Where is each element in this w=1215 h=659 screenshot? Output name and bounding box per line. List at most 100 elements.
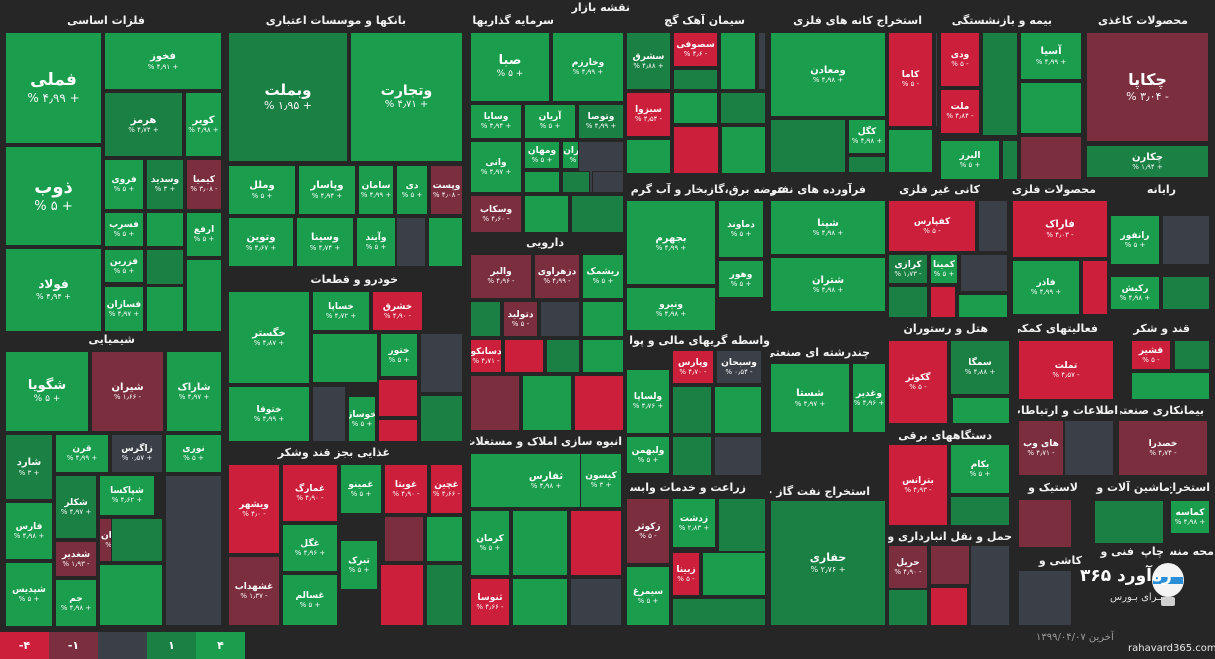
stock-tile[interactable]: شیران% ۱٫۶۶ - [91, 351, 164, 432]
stock-tile[interactable] [718, 498, 766, 552]
stock-tile[interactable]: وتوصا% ۴٫۹۹ + [578, 104, 624, 139]
stock-tile[interactable]: ختور% ۵ + [380, 333, 418, 377]
stock-tile[interactable]: وسایا% ۴٫۹۴ + [470, 104, 522, 139]
stock-tile[interactable]: وبملت% ۱٫۹۵ + [228, 32, 348, 162]
stock-tile[interactable] [1082, 260, 1108, 315]
stock-tile[interactable] [522, 375, 572, 431]
stock-tile[interactable] [758, 32, 766, 90]
stock-tile[interactable]: فخوز% ۴٫۹۱ + [104, 32, 222, 90]
stock-tile[interactable] [1018, 570, 1072, 626]
stock-tile[interactable] [982, 32, 1018, 136]
stock-tile[interactable]: کویر% ۴٫۹۸ + [185, 92, 222, 157]
stock-tile[interactable] [1020, 82, 1082, 134]
stock-tile[interactable]: ملت% ۴٫۸۴ - [940, 89, 980, 134]
stock-tile[interactable]: فسازان% ۴٫۹۷ + [104, 286, 144, 332]
stock-tile[interactable]: های وب% ۴٫۷۱ - [1018, 420, 1064, 476]
stock-tile[interactable] [1131, 372, 1210, 400]
stock-tile[interactable]: شپاکسا% ۴٫۶۲ + [99, 475, 155, 516]
stock-tile[interactable]: حفاری% ۲٫۷۶ + [770, 500, 886, 626]
stock-tile[interactable]: شکلر% ۴٫۹۷ + [55, 475, 97, 539]
stock-tile[interactable]: غشهداب% ۱٫۳۷ - [228, 556, 280, 626]
stock-tile[interactable]: ثنوسا% ۴٫۶۶ - [470, 578, 510, 626]
stock-tile[interactable]: سامان% ۴٫۹۹ + [358, 165, 394, 215]
stock-tile[interactable] [146, 286, 184, 332]
stock-tile[interactable]: دتولید% ۵ - [503, 301, 538, 337]
stock-tile[interactable]: خگستر% ۴٫۸۷ + [228, 291, 310, 384]
stock-tile[interactable]: وپارس% ۴٫۷۰ - [672, 350, 714, 384]
stock-tile[interactable]: بترانس% ۴٫۹۳ - [888, 444, 948, 526]
stock-tile[interactable]: شگویا% ۵ + [5, 351, 89, 432]
stock-tile[interactable]: ونیرو% ۴٫۹۸ + [626, 287, 716, 331]
stock-tile[interactable] [384, 516, 424, 562]
stock-tile[interactable] [540, 301, 580, 337]
stock-tile[interactable] [930, 587, 968, 626]
stock-tile[interactable] [1162, 276, 1210, 310]
stock-tile[interactable]: چکارن% ۱٫۹۴ + [1086, 145, 1209, 178]
stock-tile[interactable]: دی% ۵ + [396, 165, 428, 215]
stock-tile[interactable]: فروی% ۵ + [104, 159, 144, 210]
stock-tile[interactable]: وسکاب% ۴٫۶۰ - [470, 195, 522, 233]
stock-tile[interactable]: ودی% ۵ - [940, 32, 980, 87]
stock-tile[interactable] [524, 195, 569, 233]
stock-tile[interactable] [146, 249, 184, 285]
stock-tile[interactable]: وتجارت% ۴٫۷۱ + [350, 32, 463, 162]
stock-tile[interactable]: شستا% ۴٫۹۷ + [770, 363, 850, 433]
stock-tile[interactable] [848, 156, 886, 173]
stock-tile[interactable] [378, 419, 418, 442]
stock-tile[interactable]: ختوقا% ۴٫۹۹ + [228, 386, 310, 442]
stock-tile[interactable]: ریشمک% ۵ + [582, 254, 624, 299]
stock-tile[interactable] [562, 171, 590, 193]
stock-tile[interactable]: فزرین% ۵ + [104, 249, 144, 283]
stock-tile[interactable]: وسینا% ۴٫۷۴ + [296, 217, 354, 267]
stock-tile[interactable] [546, 339, 580, 373]
stock-tile[interactable]: چکاپا% ۳٫۰۴ - [1086, 32, 1209, 142]
stock-tile[interactable]: سشرق% ۴٫۸۸ + [626, 32, 671, 90]
stock-tile[interactable]: وسبحان% ۰٫۵۴ - [716, 350, 762, 384]
stock-tile[interactable]: کرازی% ۱٫۷۳ - [888, 254, 928, 284]
stock-tile[interactable]: قرن% ۴٫۹۹ + [55, 434, 109, 473]
stock-tile[interactable] [720, 32, 756, 90]
stock-tile[interactable] [672, 436, 712, 476]
stock-tile[interactable] [512, 578, 568, 626]
stock-tile[interactable] [930, 286, 956, 318]
stock-tile[interactable] [673, 69, 718, 90]
stock-tile[interactable]: رانفور% ۵ + [1110, 215, 1160, 265]
stock-tile[interactable] [978, 200, 1008, 252]
stock-tile[interactable]: وانی% ۴٫۹۷ + [470, 141, 522, 193]
stock-tile[interactable] [396, 217, 426, 267]
stock-tile[interactable] [512, 510, 568, 576]
stock-tile[interactable]: کیمیا% ۳٫۰۸ - [186, 159, 222, 210]
stock-tile[interactable]: زاگرس% ۰٫۵۷ + [111, 434, 163, 473]
stock-tile[interactable]: نوری% ۵ + [165, 434, 222, 473]
stock-tile[interactable]: کیسون% ۳ + [580, 453, 622, 508]
stock-tile[interactable] [570, 510, 622, 576]
stock-tile[interactable]: حریل% ۴٫۹۰ - [888, 545, 928, 589]
stock-tile[interactable] [426, 516, 463, 562]
stock-tile[interactable]: فملی% ۴٫۹۹ + [5, 32, 102, 144]
stock-tile[interactable]: آریان% ۵ + [524, 104, 576, 139]
stock-tile[interactable] [1174, 340, 1210, 370]
stock-tile[interactable] [312, 386, 346, 442]
stock-tile[interactable]: ومعادن% ۴٫۹۸ + [770, 32, 886, 117]
stock-tile[interactable] [186, 259, 222, 332]
stock-tile[interactable] [111, 518, 163, 562]
stock-tile[interactable] [592, 171, 624, 193]
stock-tile[interactable]: وخارزم% ۴٫۹۹ + [552, 32, 624, 102]
stock-tile[interactable] [1002, 140, 1018, 180]
stock-tile[interactable]: ارفع% ۵ + [186, 212, 222, 257]
stock-tile[interactable]: قشیر% ۵ - [1131, 340, 1171, 370]
stock-tile[interactable] [99, 564, 163, 626]
stock-tile[interactable]: فاراک% ۴٫۰۳ - [1012, 200, 1108, 258]
stock-tile[interactable]: غویتا% ۴٫۹۰ - [384, 464, 428, 514]
stock-tile[interactable]: شغدیر% ۱٫۹۳ - [55, 541, 97, 577]
stock-tile[interactable] [770, 119, 846, 173]
stock-tile[interactable] [380, 564, 424, 626]
stock-tile[interactable] [582, 339, 624, 373]
stock-tile[interactable] [378, 379, 418, 417]
stock-tile[interactable] [673, 126, 719, 174]
stock-tile[interactable]: تملت% ۴٫۵۷ - [1018, 340, 1114, 400]
stock-tile[interactable]: وهور% ۵ + [718, 260, 764, 298]
stock-tile[interactable] [165, 475, 222, 626]
stock-tile[interactable] [720, 92, 766, 124]
stock-tile[interactable]: ذوب% ۵ + [5, 146, 102, 246]
